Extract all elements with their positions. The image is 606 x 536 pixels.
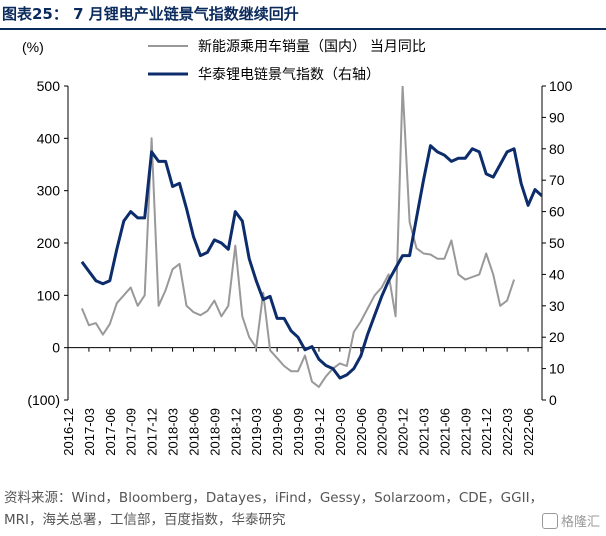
right-tick-label: 50	[549, 235, 565, 251]
title-underline	[0, 28, 606, 30]
x-tick-label: 2017-09	[124, 408, 139, 456]
right-tick-label: 10	[549, 361, 565, 377]
x-tick-label: 2016-12	[61, 408, 76, 456]
x-tick-label: 2020-06	[354, 408, 369, 456]
legend-label-1: 新能源乘用车销量（国内） 当月同比	[198, 38, 426, 54]
x-tick-label: 2018-06	[186, 408, 201, 456]
right-tick-label: 100	[549, 78, 573, 94]
left-axis-unit: (%)	[22, 39, 44, 55]
x-tick-label: 2021-03	[417, 408, 432, 456]
x-tick-label: 2018-12	[228, 408, 243, 456]
source-note: 资料来源：Wind，Bloomberg，Datayes，iFind，Gessy，…	[4, 490, 544, 528]
x-tick-label: 2017-03	[82, 408, 97, 456]
figure-title: 图表25： 7 月锂电产业链景气指数继续回升	[2, 5, 299, 23]
x-tick-label: 2022-06	[521, 408, 536, 456]
chart-svg: (100) 0 100 200 300 400 500 (%) 0 10 20 30 40 50 60 70 8…	[22, 38, 573, 456]
x-tick-label: 2017-06	[103, 408, 118, 456]
right-tick-label: 60	[549, 204, 565, 220]
x-tick-label: 2020-03	[333, 408, 348, 456]
x-tick-label: 2019-03	[249, 408, 264, 456]
left-tick-label: 400	[37, 130, 61, 146]
watermark-text: 格隆汇	[560, 515, 600, 530]
x-tick-label: 2018-09	[207, 408, 222, 456]
right-tick-label: 70	[549, 172, 565, 188]
right-tick-label: 90	[549, 109, 565, 125]
left-tick-label: (100)	[27, 392, 60, 408]
series-line-1	[80, 86, 516, 388]
figure-title-bar: 图表25： 7 月锂电产业链景气指数继续回升	[0, 0, 606, 30]
right-tick-label: 80	[549, 141, 565, 157]
x-tick-label: 2019-06	[270, 408, 285, 456]
left-tick-label: 100	[37, 287, 61, 303]
right-tick-label: 0	[549, 392, 557, 408]
x-tick-label: 2021-12	[479, 408, 494, 456]
x-tick-label: 2017-12	[145, 408, 160, 456]
left-tick-label: 500	[37, 78, 61, 94]
legend-label-2: 华泰锂电链景气指数（右轴）	[198, 66, 380, 82]
right-tick-label: 20	[549, 329, 565, 345]
right-tick-label: 30	[549, 298, 565, 314]
x-tick-label: 2021-06	[437, 408, 452, 456]
right-tick-label: 40	[549, 266, 565, 282]
series-line-2	[80, 144, 542, 380]
left-tick-label: 0	[52, 340, 60, 356]
x-tick-label: 2019-12	[312, 408, 327, 456]
watermark-logo-icon	[541, 513, 558, 529]
left-tick-label: 200	[37, 235, 61, 251]
x-tick-label: 2020-12	[396, 408, 411, 456]
x-tick-label: 2019-09	[291, 408, 306, 456]
x-tick-label: 2022-03	[500, 408, 515, 456]
watermark: 格隆汇	[541, 511, 600, 530]
x-tick-label: 2018-03	[166, 408, 181, 456]
x-tick-label: 2020-09	[375, 408, 390, 456]
x-tick-label: 2021-09	[458, 408, 473, 456]
left-tick-label: 300	[37, 183, 61, 199]
